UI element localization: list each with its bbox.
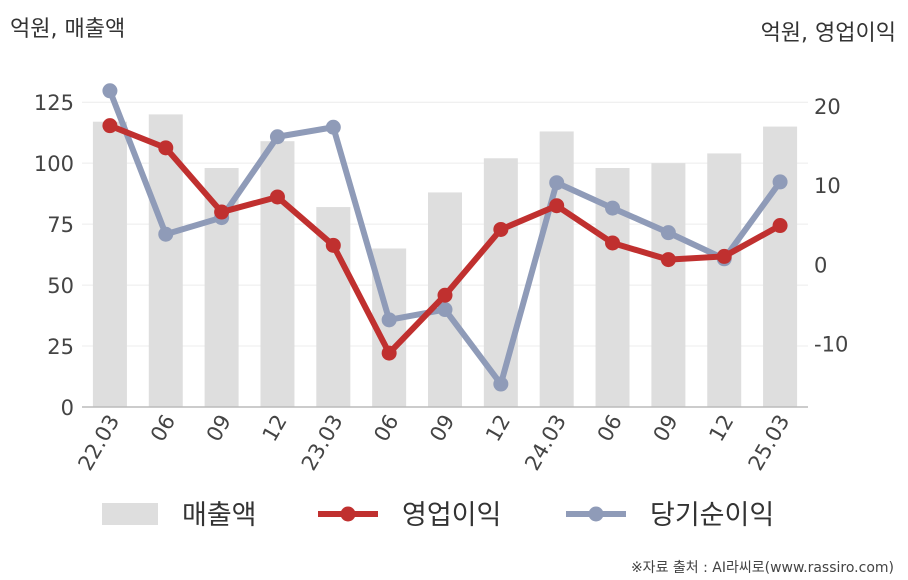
x-tick-label: 09	[649, 411, 683, 446]
left-tick-label: 125	[34, 91, 74, 115]
revenue-bar	[92, 121, 127, 407]
operating-profit-point	[102, 118, 118, 134]
x-tick-label: 25.03	[744, 411, 795, 475]
right-tick-label: 20	[814, 95, 841, 119]
operating-profit-point	[549, 198, 565, 214]
legend-swatch-revenue	[102, 503, 158, 525]
revenue-bar	[707, 153, 742, 407]
revenue-bar	[539, 131, 574, 407]
right-tick-label: 0	[814, 253, 827, 277]
operating-profit-point	[214, 204, 230, 220]
left-axis-title: 억원, 매출액	[10, 17, 125, 42]
net-income-point	[549, 175, 565, 191]
operating-profit-point	[437, 287, 453, 303]
operating-profit-point	[269, 189, 285, 205]
net-income-point	[493, 376, 509, 392]
net-income-point	[772, 174, 788, 190]
net-income-point	[381, 312, 397, 328]
x-tick-label: 09	[425, 411, 459, 446]
left-tick-label: 100	[34, 152, 74, 176]
right-axis-title: 억원, 영업이익	[761, 21, 896, 46]
net-income-point	[269, 129, 285, 145]
left-tick-label: 0	[61, 396, 74, 420]
x-tick-label: 12	[704, 411, 738, 446]
right-tick-label: -10	[814, 333, 848, 357]
left-tick-label: 50	[47, 274, 74, 298]
operating-profit-point	[605, 235, 621, 251]
x-tick-label: 09	[202, 411, 236, 446]
source-note: ※자료 출처 : AI라씨로(www.rassiro.com)	[631, 560, 894, 576]
net-income-point	[158, 226, 174, 242]
revenue-bar	[651, 163, 686, 407]
x-tick-label: 06	[593, 411, 627, 446]
net-income-point	[102, 83, 118, 99]
right-axis-ticks: -10 0 10 20	[814, 95, 848, 357]
x-tick-label: 12	[258, 411, 292, 446]
operating-profit-point	[158, 140, 174, 156]
legend-label-operating-profit: 영업이익	[402, 500, 501, 531]
net-income-point	[605, 200, 621, 216]
x-tick-label: 24.03	[520, 411, 571, 475]
legend-label-net-income: 당기순이익	[650, 500, 774, 531]
operating-profit-point	[716, 248, 732, 264]
legend: 매출액 영업이익 당기순이익	[102, 500, 774, 531]
x-tick-label: 12	[481, 411, 515, 446]
operating-profit-point	[325, 237, 341, 253]
net-income-point	[660, 225, 676, 241]
left-tick-label: 75	[47, 213, 74, 237]
operating-profit-point	[660, 252, 676, 268]
x-tick-label: 06	[369, 411, 403, 446]
net-income-point	[325, 119, 341, 135]
legend-label-revenue: 매출액	[182, 500, 257, 531]
x-axis-ticks: 22.03 06 09 12 23.03 06 09 12 24.03 06 09 12 25.03	[73, 411, 794, 475]
operating-profit-point	[493, 221, 509, 237]
left-axis-ticks: 0 25 50 75 100 125	[34, 91, 74, 420]
revenue-bar	[763, 126, 798, 408]
operating-profit-point	[772, 218, 788, 234]
x-tick-label: 23.03	[297, 411, 348, 475]
net-income-point	[437, 302, 453, 318]
operating-profit-point	[381, 345, 397, 361]
right-tick-label: 10	[814, 174, 841, 198]
x-tick-label: 06	[146, 411, 180, 446]
legend-marker-operating-profit	[340, 506, 356, 522]
revenue-bar	[260, 141, 295, 407]
left-tick-label: 25	[47, 335, 74, 359]
legend-marker-net-income	[588, 506, 604, 522]
x-tick-label: 22.03	[73, 411, 124, 475]
profit-lines	[102, 83, 788, 392]
